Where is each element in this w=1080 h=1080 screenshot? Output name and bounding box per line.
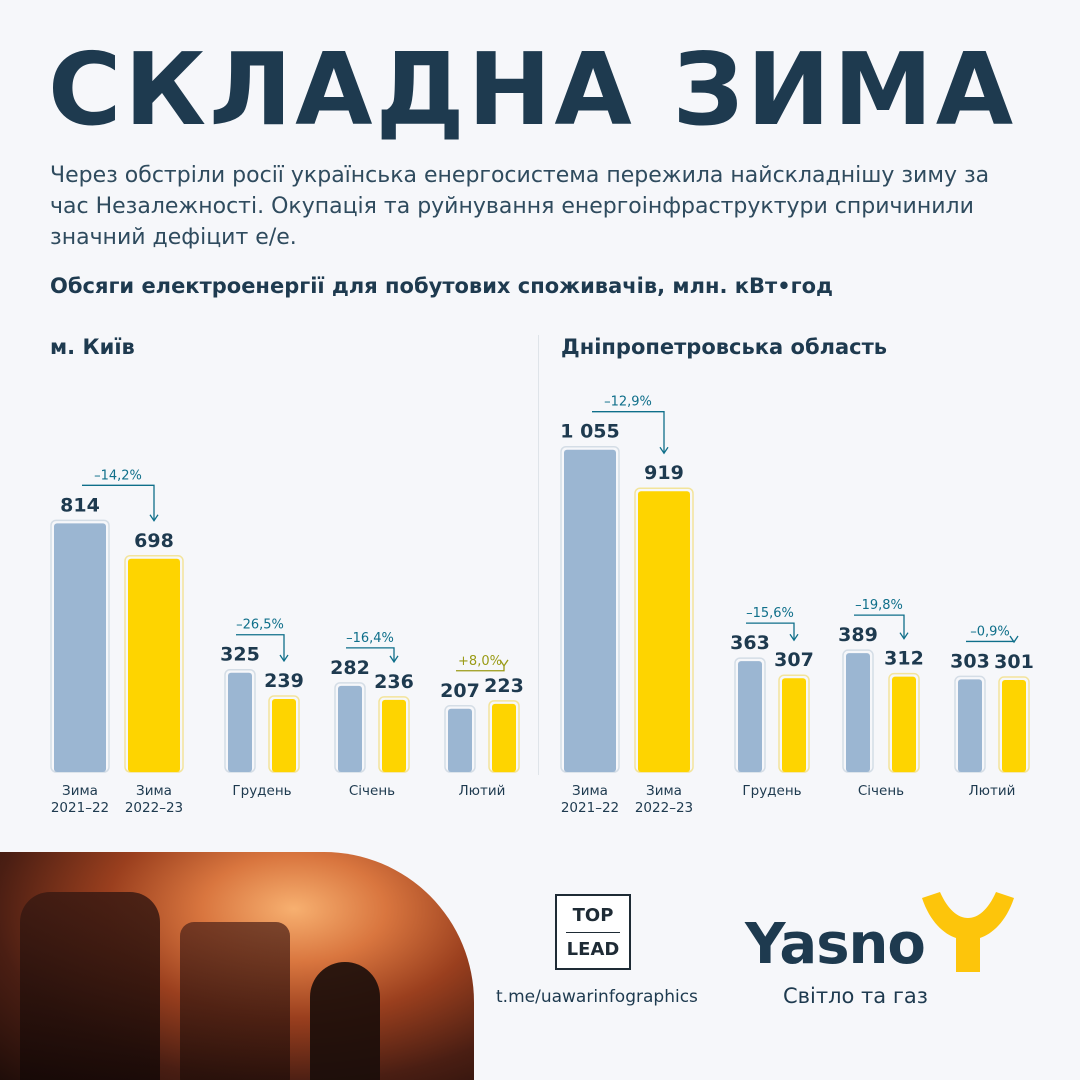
dnipro-value-jan-curr: 312 xyxy=(884,648,924,670)
dnipro-bar-winter-2022 xyxy=(638,491,690,772)
kyiv-bar-dec-prev xyxy=(228,672,252,772)
dnipro-change-winter-line xyxy=(592,411,665,454)
kyiv-change-dec-line xyxy=(236,634,285,661)
dnipro-bar-feb-curr xyxy=(1002,680,1026,772)
dnipro-change-dec-arrowhead xyxy=(789,633,799,642)
dnipro-bar-jan-curr xyxy=(892,676,916,772)
dnipro-bar-dec-prev xyxy=(738,661,762,772)
dnipro-category-label-1-1: 2022–23 xyxy=(635,800,693,816)
kyiv-category-label-0-0: Зима xyxy=(62,783,98,799)
kyiv-bar-jan-prev xyxy=(338,685,362,772)
dnipro-change-dec-line xyxy=(746,622,795,641)
toplead-logo-top: TOP xyxy=(572,904,614,926)
kyiv-change-feb-line xyxy=(456,665,505,672)
dnipro-category-label-0-0: Зима xyxy=(572,783,608,799)
kyiv-bar-winter-2021 xyxy=(54,523,106,772)
dnipro-bar-feb-prev xyxy=(958,679,982,772)
kyiv-change-winter-arrowhead xyxy=(149,514,159,522)
kyiv-category-label-1-1: 2022–23 xyxy=(125,800,183,816)
kyiv-change-jan-line xyxy=(346,647,395,662)
dnipro-value-feb-curr: 301 xyxy=(994,651,1034,673)
dnipro-change-jan-line xyxy=(854,614,905,639)
dnipro-category-label-2-0: Грудень xyxy=(742,783,801,799)
chart-subtitle: Обсяги електроенергії для побутових спож… xyxy=(50,274,833,298)
dnipro-change-winter-arrowhead xyxy=(659,446,669,455)
dnipro-change-feb-arrowhead xyxy=(1009,635,1019,644)
yasno-y-icon xyxy=(922,892,1014,972)
dnipro-category-label-4-0: Лютий xyxy=(969,783,1016,799)
kyiv-bar-dec-curr xyxy=(272,698,296,772)
dnipro-change-feb-line xyxy=(966,640,1015,643)
kyiv-change-dec-label: –26,5% xyxy=(236,618,284,633)
kyiv-value-dec-curr: 239 xyxy=(264,670,304,692)
dnipro-value-winter-2021: 1 055 xyxy=(560,421,620,443)
kyiv-bar-feb-curr xyxy=(492,703,516,772)
dnipro-change-jan-label: –19,8% xyxy=(855,598,903,613)
yasno-tagline: Світло та газ xyxy=(783,984,928,1008)
dnipro-value-jan-prev: 389 xyxy=(838,624,878,646)
kyiv-change-feb-label: +8,0% xyxy=(458,654,502,669)
kyiv-category-label-1-0: Зима xyxy=(136,783,172,799)
toplead-logo-bottom: LEAD xyxy=(566,938,620,960)
kyiv-bar-jan-curr xyxy=(382,699,406,772)
kyiv-value-feb-prev: 207 xyxy=(440,680,480,702)
kyiv-category-label-0-1: 2021–22 xyxy=(51,800,109,816)
kyiv-value-winter-2021: 814 xyxy=(60,494,100,516)
dnipro-change-jan-arrowhead xyxy=(899,632,909,640)
kyiv-bar-winter-2022 xyxy=(128,558,180,772)
kyiv-change-winter-line xyxy=(82,484,155,521)
yasno-logo-wordmark: Yasno xyxy=(745,912,926,977)
dnipro-value-dec-curr: 307 xyxy=(774,649,814,671)
page-title: СКЛАДНА ЗИМА xyxy=(48,31,1017,148)
dnipro-change-winter-label: –12,9% xyxy=(604,395,652,410)
kyiv-value-jan-curr: 236 xyxy=(374,671,414,693)
kyiv-change-feb-arrowhead xyxy=(499,659,509,668)
dnipro-change-feb-label: –0,9% xyxy=(970,624,1010,639)
kyiv-bar-feb-prev xyxy=(448,708,472,772)
kyiv-category-label-4-0: Лютий xyxy=(459,783,506,799)
dnipro-panel-title: Дніпропетровська область xyxy=(561,335,888,359)
kyiv-value-dec-prev: 325 xyxy=(220,644,260,666)
kyiv-value-jan-prev: 282 xyxy=(330,657,370,679)
kyiv-change-jan-label: –16,4% xyxy=(346,631,394,646)
kyiv-value-winter-2022: 698 xyxy=(134,530,174,552)
panel-divider xyxy=(538,335,539,775)
dnipro-bar-winter-2021 xyxy=(564,449,616,772)
fire-damaged-power-equipment-photo xyxy=(0,852,474,1080)
kyiv-panel-title: м. Київ xyxy=(50,335,135,359)
dnipro-category-label-3-0: Січень xyxy=(858,783,904,799)
kyiv-category-label-3-0: Січень xyxy=(349,783,395,799)
dnipro-value-winter-2022: 919 xyxy=(644,462,684,484)
lead-paragraph: Через обстріли росії українська енергоси… xyxy=(50,163,990,250)
telegram-link[interactable]: t.me/uawarinfographics xyxy=(496,987,698,1007)
dnipro-value-dec-prev: 363 xyxy=(730,632,770,654)
kyiv-value-feb-curr: 223 xyxy=(484,675,524,697)
dnipro-category-label-0-1: 2021–22 xyxy=(561,800,619,816)
dnipro-value-feb-prev: 303 xyxy=(950,650,990,672)
kyiv-change-jan-arrowhead xyxy=(389,655,399,664)
kyiv-change-dec-arrowhead xyxy=(279,654,289,663)
dnipro-bar-dec-curr xyxy=(782,678,806,772)
kyiv-category-label-2-0: Грудень xyxy=(232,783,291,799)
dnipro-change-dec-label: –15,6% xyxy=(746,606,794,621)
kyiv-change-winter-label: –14,2% xyxy=(94,468,142,483)
dnipro-category-label-1-0: Зима xyxy=(646,783,682,799)
toplead-logo: TOP LEAD xyxy=(555,894,631,970)
dnipro-bar-jan-prev xyxy=(846,653,870,772)
